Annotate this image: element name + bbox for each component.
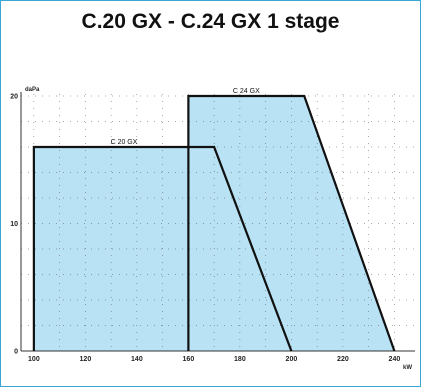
series-fill-2 — [188, 96, 395, 351]
x-tick-label: 140 — [131, 356, 143, 363]
x-axis-label: kW — [403, 365, 412, 371]
x-tick-label: 120 — [80, 356, 92, 363]
x-tick-label: 200 — [286, 356, 298, 363]
x-tick-label: 180 — [234, 356, 246, 363]
y-tick-label: 20 — [10, 94, 18, 101]
series-label-1: C 20 GX — [111, 139, 138, 146]
y-tick-label: 0 — [14, 349, 18, 356]
y-tick-label: 10 — [10, 221, 18, 228]
x-tick-label: 240 — [389, 356, 401, 363]
chart-title: C.20 GX - C.24 GX 1 stage — [81, 10, 340, 33]
y-axis-label: daPa — [25, 87, 40, 93]
x-tick-label: 160 — [183, 356, 195, 363]
series-line-1 — [32, 145, 293, 352]
x-tick-label: 220 — [337, 356, 349, 363]
x-tick-label: 100 — [28, 356, 40, 363]
series-line-2 — [187, 94, 396, 352]
series-label-2: C 24 GX — [233, 88, 260, 95]
